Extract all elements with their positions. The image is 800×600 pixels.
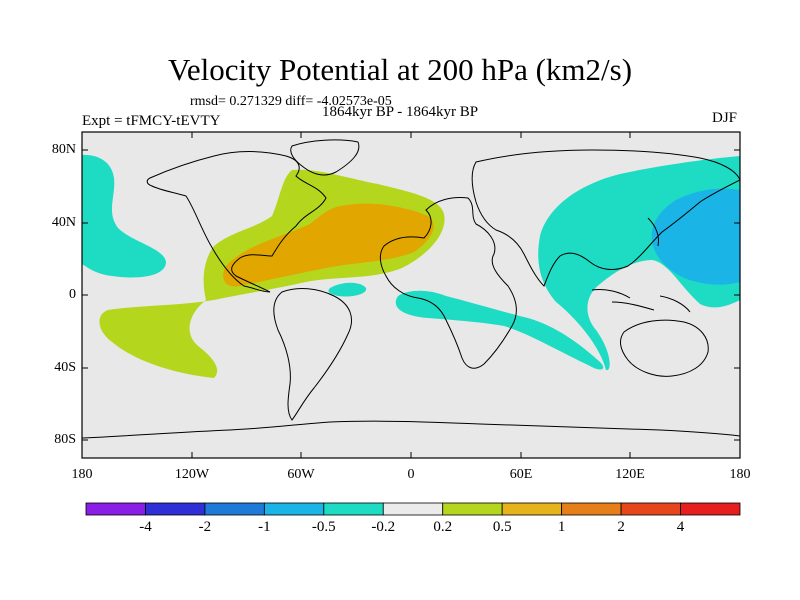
colorbar-label: 2 — [617, 519, 625, 535]
colorbar-label: -4 — [139, 519, 152, 535]
map-panel — [82, 132, 740, 458]
stats-text: rmsd= 0.271329 diff= -4.02573e-05 — [190, 94, 392, 109]
colorbar-swatch — [263, 502, 325, 516]
coast-indonesia — [591, 289, 691, 313]
y-tick-label: 40N — [51, 215, 76, 230]
coast-greenland — [290, 139, 360, 176]
colorbar-label: -2 — [198, 519, 212, 535]
colorbar-label: 0.2 — [433, 519, 453, 535]
colorbar-label: -0.5 — [311, 519, 336, 535]
colorbar-swatch — [323, 502, 384, 516]
coast-africa-europe — [379, 197, 517, 369]
x-tick-label: 0 — [407, 467, 415, 482]
coast-north-america — [146, 151, 327, 293]
x-tick-label: 180 — [729, 467, 751, 482]
colorbar-swatch — [145, 502, 206, 516]
colorbar-label: 4 — [676, 519, 685, 535]
axis-ticks — [81, 132, 741, 458]
y-tick-label: 80N — [51, 142, 76, 157]
period-label: 1864kyr BP - 1864kyr BP — [322, 104, 479, 120]
colorbar-label: -1 — [258, 519, 271, 535]
colorbar-swatch — [620, 502, 681, 516]
plot-title: Velocity Potential at 200 hPa (km2/s) — [167, 52, 633, 87]
x-tick-label: 120W — [174, 467, 210, 482]
colorbar — [85, 502, 741, 516]
coast-south-america — [273, 288, 352, 421]
colorbar-swatch — [680, 502, 741, 516]
region-west-pacific-blue — [651, 188, 740, 285]
x-tick-label: 120E — [615, 467, 645, 482]
coast-japan — [647, 217, 659, 247]
colorbar-swatch — [442, 502, 503, 516]
region-atlantic-orange — [223, 203, 434, 287]
coast-asia — [471, 149, 740, 287]
coast-antarctica — [82, 420, 740, 439]
region-indian-ocean-cyan — [395, 290, 604, 370]
x-tick-label: 60E — [509, 467, 533, 482]
colorbar-swatch — [561, 502, 622, 516]
x-tick-label: 60W — [287, 467, 315, 482]
y-tick-label: 80S — [54, 432, 76, 447]
x-tick-label: 180 — [71, 467, 93, 482]
region-east-pacific-cyan — [82, 154, 166, 278]
season-label: DJF — [712, 110, 738, 126]
colorbar-label: 0.5 — [492, 519, 512, 535]
y-tick-label: 0 — [69, 287, 76, 302]
coast-australia — [620, 319, 709, 377]
colorbar-swatch — [204, 502, 265, 516]
colorbar-label: 1 — [557, 519, 566, 535]
colorbar-swatch — [501, 502, 563, 516]
colorbar-label: -0.2 — [371, 519, 396, 535]
colorbar-swatch — [382, 502, 444, 516]
y-tick-label: 40S — [54, 360, 76, 375]
colorbar-swatch — [85, 502, 146, 516]
region-west-africa-cyan — [328, 282, 367, 297]
coastlines — [82, 139, 740, 439]
experiment-label: Expt = tFMCY-tEVTY — [82, 113, 221, 129]
